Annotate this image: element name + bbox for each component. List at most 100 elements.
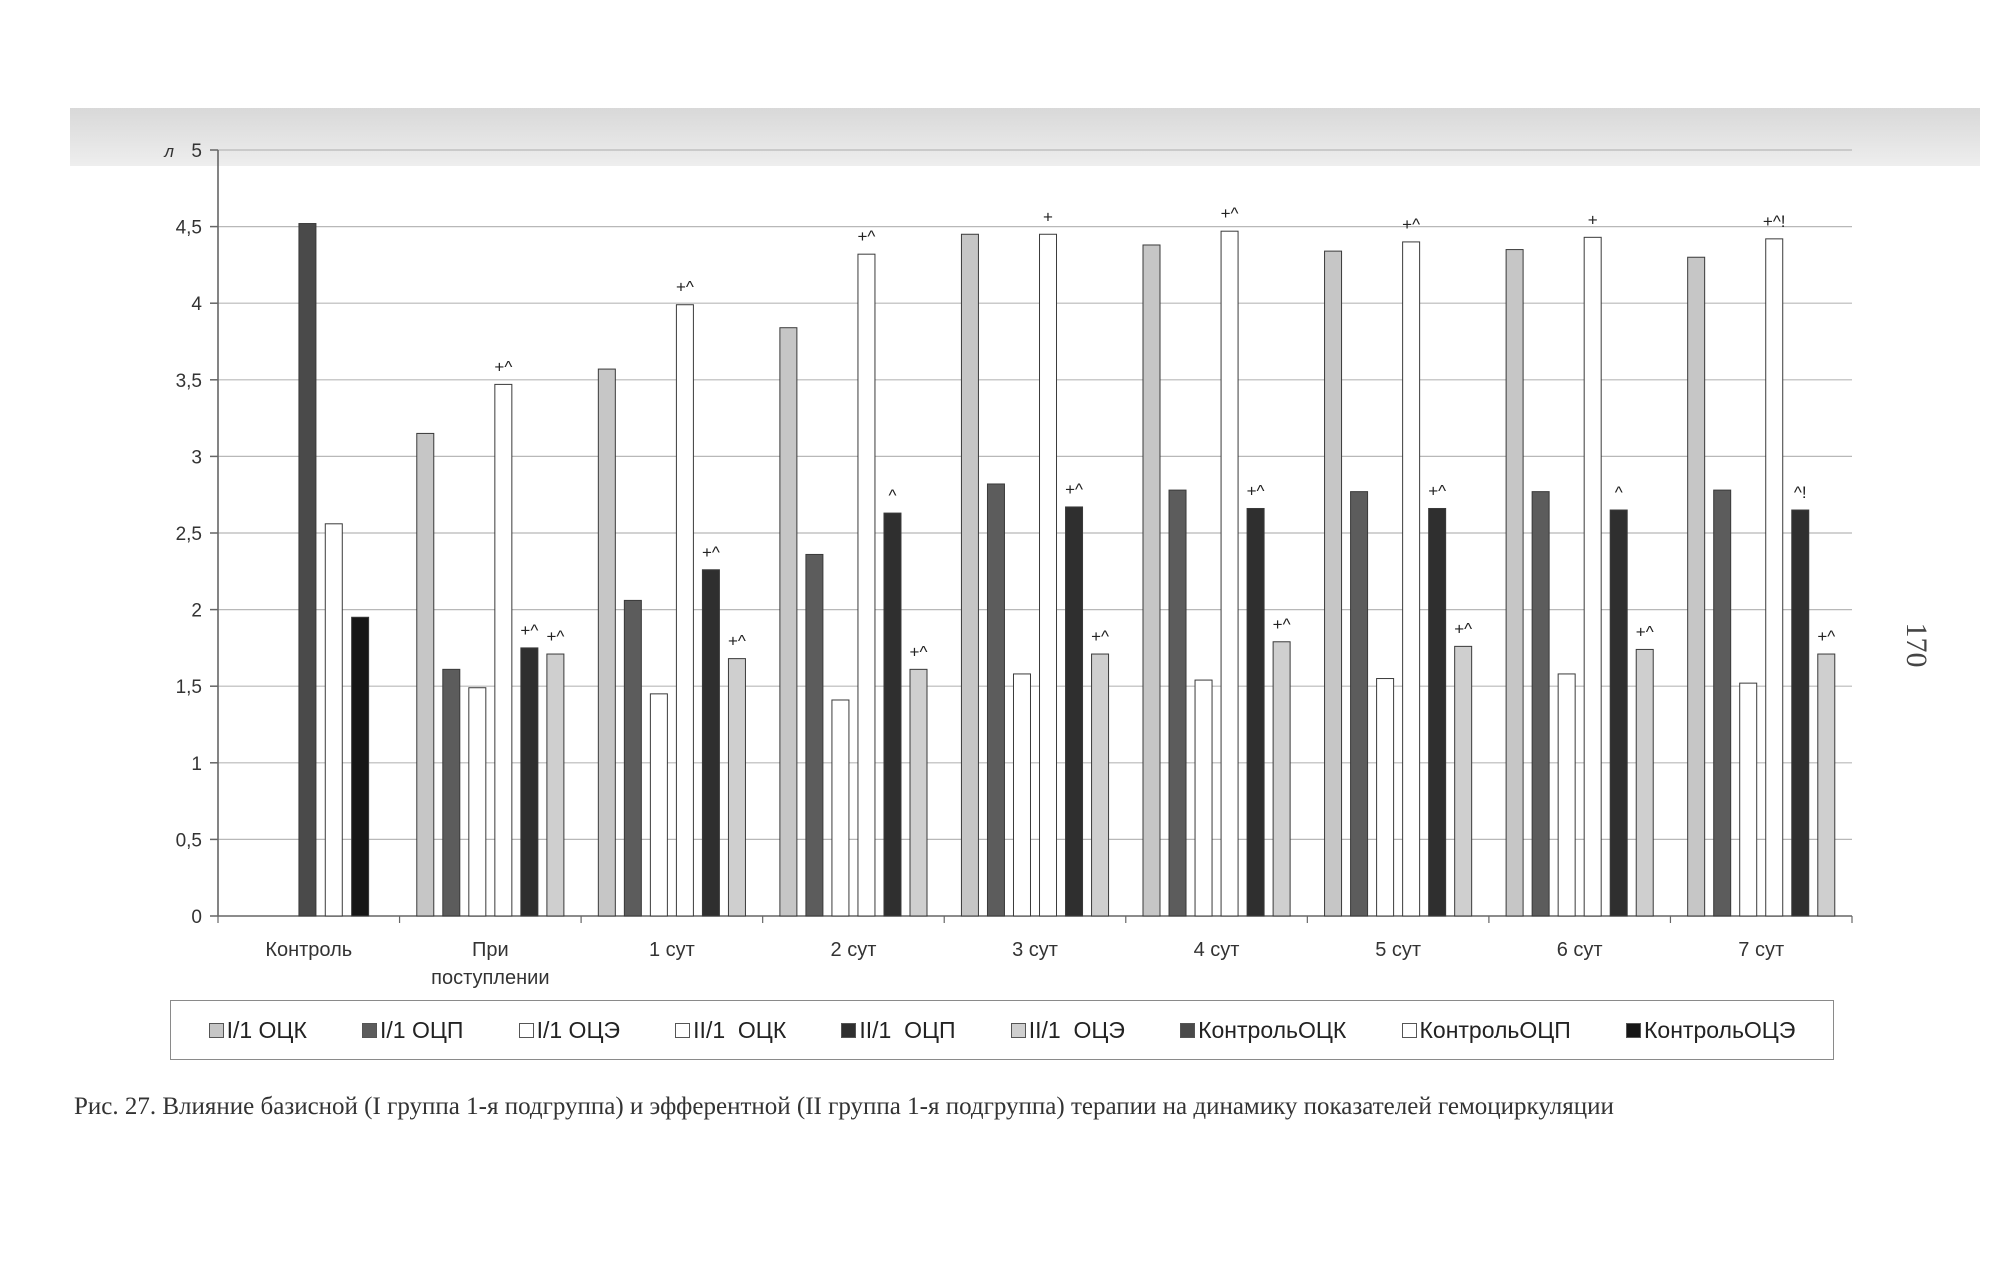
bar <box>1350 491 1369 917</box>
y-tick-label: 2,5 <box>176 524 202 545</box>
significance-label: +^ <box>858 227 876 246</box>
legend-swatch <box>518 1022 534 1038</box>
bar <box>701 569 720 917</box>
significance-label: +^ <box>520 621 538 640</box>
legend-item: II/1 ОЦЭ <box>1010 1016 1125 1044</box>
legend-item: КонтрольОЦК <box>1180 1017 1346 1044</box>
bar <box>442 668 461 917</box>
significance-label: +^ <box>1817 627 1835 646</box>
bar <box>1635 648 1654 917</box>
significance-label: +^ <box>910 642 928 661</box>
bar <box>1065 506 1084 917</box>
significance-label: ^! <box>1794 483 1807 502</box>
x-category-label: 4 сут <box>1194 939 1240 961</box>
legend-item: II/1 ОЦП <box>841 1016 956 1044</box>
bar <box>1376 678 1395 917</box>
significance-label: ^ <box>888 486 896 505</box>
legend-item: КонтрольОЦП <box>1401 1016 1571 1044</box>
x-category-label: 2 сут <box>831 939 877 961</box>
y-tick-label: 3,5 <box>176 371 202 392</box>
bar <box>324 523 343 917</box>
bar <box>779 327 798 917</box>
significance-label: + <box>1043 207 1053 226</box>
legend-swatch <box>362 1022 378 1038</box>
significance-label: +^! <box>1763 212 1786 231</box>
bar <box>298 223 317 917</box>
legend-item: I/1 ОЦЭ <box>518 1016 620 1044</box>
significance-label: +^ <box>1247 481 1265 500</box>
bar <box>649 693 668 917</box>
bar <box>857 253 876 917</box>
bar <box>960 233 979 917</box>
legend-label: II/1 ОЦП <box>859 1016 956 1043</box>
bar <box>1713 489 1732 917</box>
bar <box>1168 489 1187 917</box>
bar <box>909 668 928 917</box>
bar <box>1091 653 1110 917</box>
legend-swatch <box>1180 1022 1196 1038</box>
x-category-label: 5 сут <box>1375 939 1421 961</box>
bar <box>1687 256 1706 917</box>
y-tick-label: 1,5 <box>176 677 202 698</box>
legend-label: II/1 ОЦЭ <box>1028 1016 1125 1043</box>
bar <box>1583 236 1602 917</box>
bar <box>883 512 902 917</box>
y-tick-label: 0,5 <box>176 830 202 851</box>
bar <box>416 432 435 917</box>
significance-label: +^ <box>546 627 564 646</box>
x-category-label: 1 сут <box>649 939 695 961</box>
bar <box>1194 679 1213 917</box>
legend-swatch <box>675 1022 691 1038</box>
x-category-label: При <box>472 939 509 961</box>
significance-label: +^ <box>702 543 720 562</box>
significance-label: ^ <box>1615 483 1623 502</box>
bar <box>1791 509 1810 917</box>
legend-label: КонтрольОЦП <box>1419 1016 1571 1043</box>
significance-label: +^ <box>1402 215 1420 234</box>
bar <box>1402 241 1421 917</box>
page-number: 170 <box>1900 622 1933 668</box>
x-category-label: Контроль <box>265 939 352 961</box>
legend-swatch <box>1626 1022 1642 1038</box>
x-category-label: 7 сут <box>1738 939 1784 961</box>
significance-label: +^ <box>494 357 512 376</box>
bar <box>1557 673 1576 917</box>
legend-item: II/1 ОЦК <box>675 1017 786 1044</box>
legend-label: I/1 ОЦК <box>226 1016 307 1043</box>
bar <box>1324 250 1343 917</box>
y-tick-label: 0 <box>191 907 202 928</box>
legend-swatch <box>1010 1022 1026 1038</box>
bar <box>1609 509 1628 917</box>
bar <box>1428 507 1447 917</box>
bar <box>1531 491 1550 917</box>
significance-label: +^ <box>1428 481 1446 500</box>
legend-item: КонтрольОЦЭ <box>1626 1017 1795 1044</box>
significance-label: +^ <box>1454 619 1472 638</box>
legend-label: I/1 ОЦП <box>380 1016 464 1043</box>
legend-swatch <box>208 1022 224 1038</box>
y-tick-label: 4,5 <box>176 218 202 239</box>
legend-label: II/1 ОЦК <box>693 1016 787 1043</box>
significance-label: +^ <box>676 278 694 297</box>
y-tick-label: 5 <box>191 141 202 162</box>
legend-label: I/1 ОЦЭ <box>536 1016 620 1043</box>
bar <box>1739 682 1758 917</box>
bar <box>986 483 1005 917</box>
bar <box>1039 233 1058 917</box>
bar <box>351 616 370 917</box>
bar <box>1142 244 1161 917</box>
bar <box>1454 645 1473 917</box>
legend-item: I/1 ОЦК <box>208 1016 307 1044</box>
legend-swatch <box>841 1022 857 1038</box>
bar <box>1272 641 1291 917</box>
bar <box>468 687 487 917</box>
x-category-label: поступлении <box>431 967 549 989</box>
significance-label: +^ <box>1273 615 1291 634</box>
bar <box>597 368 616 917</box>
bar <box>520 647 539 917</box>
significance-label: +^ <box>1065 480 1083 499</box>
bar <box>1012 673 1031 917</box>
scan-shadow-band <box>70 108 1980 166</box>
bar <box>805 553 824 917</box>
significance-label: +^ <box>1221 204 1239 223</box>
